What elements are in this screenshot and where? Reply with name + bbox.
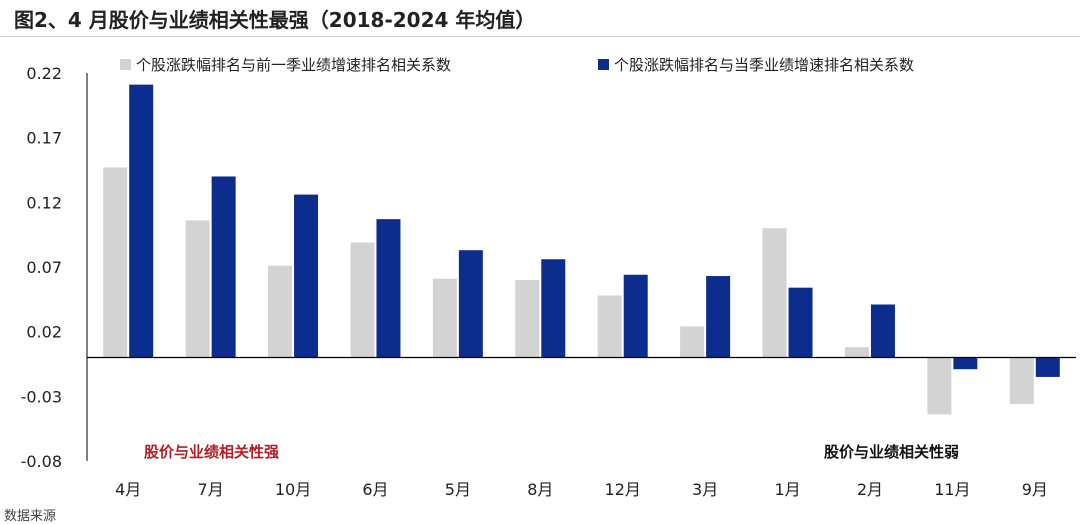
bar-curr-12 xyxy=(1035,357,1060,377)
legend: 个股涨跌幅排名与前一季业绩增速排名相关系数 个股涨跌幅排名与当季业绩增速排名相关… xyxy=(120,56,914,74)
bar-prev-1 xyxy=(103,167,128,358)
y-tick-label: 0.07 xyxy=(26,258,62,277)
x-tick-label: 3月 xyxy=(692,480,718,499)
bar-prev-5 xyxy=(432,278,457,358)
bar-curr-2 xyxy=(211,176,236,358)
annotation-strong: 股价与业绩相关性强 xyxy=(144,443,279,461)
bar-curr-3 xyxy=(294,194,319,358)
bar-curr-1 xyxy=(129,84,154,358)
bar-prev-9 xyxy=(762,228,787,358)
x-tick-label: 5月 xyxy=(445,480,471,499)
title-divider xyxy=(0,36,1080,37)
annotation-weak: 股价与业绩相关性弱 xyxy=(824,443,959,461)
bar-curr-4 xyxy=(376,219,401,358)
legend-label-prev: 个股涨跌幅排名与前一季业绩增速排名相关系数 xyxy=(136,56,451,74)
bar-curr-10 xyxy=(870,304,895,358)
y-tick-label: -0.03 xyxy=(21,387,62,406)
x-tick-label: 1月 xyxy=(774,480,800,499)
bar-group xyxy=(103,84,1060,415)
chart-area: 0.22 0.17 0.12 0.07 0.02 -0.03 -0.08 4月 7月 10月 6月… xyxy=(0,37,1080,505)
x-tick-label: 6月 xyxy=(362,480,388,499)
bar-curr-7 xyxy=(623,274,648,358)
bar-chart: 0.22 0.17 0.12 0.07 0.02 -0.03 -0.08 4月 7月 10月 6月… xyxy=(21,56,1076,499)
bar-prev-8 xyxy=(680,326,705,358)
x-axis-labels: 4月 7月 10月 6月 5月 8月 12月 3月 1月 2月 11月 9月 xyxy=(115,480,1048,499)
y-tick-label: 0.12 xyxy=(26,193,62,212)
x-tick-label: 8月 xyxy=(527,480,553,499)
bar-prev-2 xyxy=(185,220,210,358)
bar-prev-11 xyxy=(927,357,952,415)
bar-prev-4 xyxy=(350,242,375,358)
bar-prev-7 xyxy=(597,295,622,358)
bar-curr-5 xyxy=(458,250,483,358)
bar-curr-11 xyxy=(953,357,978,370)
x-tick-label: 11月 xyxy=(934,480,970,499)
bar-curr-6 xyxy=(541,259,566,358)
bar-prev-10 xyxy=(844,347,869,358)
bar-curr-8 xyxy=(706,276,731,358)
bar-prev-12 xyxy=(1009,357,1034,405)
legend-swatch-prev xyxy=(120,59,131,70)
y-tick-label: 0.22 xyxy=(26,64,62,83)
x-tick-label: 7月 xyxy=(198,480,224,499)
y-tick-label: 0.02 xyxy=(26,323,62,342)
y-axis: 0.22 0.17 0.12 0.07 0.02 -0.03 -0.08 xyxy=(21,64,62,471)
x-tick-label: 9月 xyxy=(1022,480,1048,499)
y-tick-label: -0.08 xyxy=(21,452,62,471)
source-note: 数据来源 xyxy=(4,509,57,524)
x-tick-label: 4月 xyxy=(115,480,141,499)
x-tick-label: 12月 xyxy=(605,480,641,499)
legend-swatch-curr xyxy=(598,59,609,70)
bar-prev-3 xyxy=(268,265,293,358)
x-tick-label: 2月 xyxy=(857,480,883,499)
y-tick-label: 0.17 xyxy=(26,129,62,148)
bar-prev-6 xyxy=(515,279,540,358)
bar-curr-9 xyxy=(788,287,813,358)
x-tick-label: 10月 xyxy=(275,480,311,499)
chart-title: 图2、4 月股价与业绩相关性最强（2018-2024 年均值） xyxy=(14,8,536,32)
legend-label-curr: 个股涨跌幅排名与当季业绩增速排名相关系数 xyxy=(614,56,914,74)
